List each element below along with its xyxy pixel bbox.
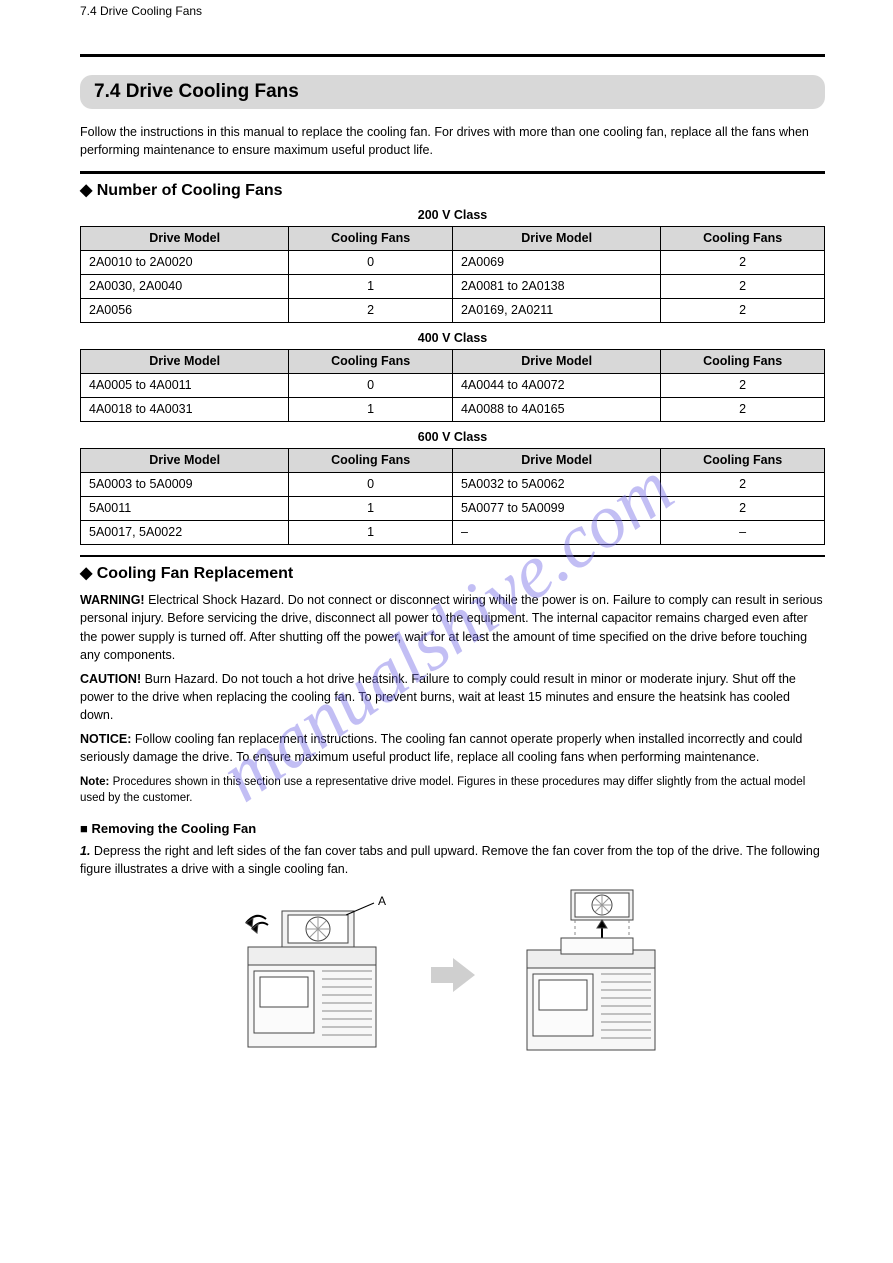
cell: 2 xyxy=(661,298,825,322)
warning-text: Electrical Shock Hazard. Do not connect … xyxy=(80,593,823,661)
caution-text: Burn Hazard. Do not touch a hot drive he… xyxy=(80,672,796,722)
cell: 2 xyxy=(661,496,825,520)
cell: 5A0077 to 5A0099 xyxy=(452,496,660,520)
cell: 0 xyxy=(289,472,453,496)
cell: 1 xyxy=(289,496,453,520)
cell: 4A0005 to 4A0011 xyxy=(81,373,289,397)
col-header: Cooling Fans xyxy=(289,226,453,250)
table-caption: 200 V Class xyxy=(80,208,825,222)
breadcrumb: 7.4 Drive Cooling Fans xyxy=(80,4,825,18)
table-row: 2A0030, 2A004012A0081 to 2A01382 xyxy=(81,274,825,298)
cell: 2 xyxy=(661,373,825,397)
cell: 1 xyxy=(289,520,453,544)
table-row: 5A0003 to 5A000905A0032 to 5A00622 xyxy=(81,472,825,496)
cell: 5A0032 to 5A0062 xyxy=(452,472,660,496)
notice-label: NOTICE: xyxy=(80,732,131,746)
cell: 2A0069 xyxy=(452,250,660,274)
table-row: 5A001115A0077 to 5A00992 xyxy=(81,496,825,520)
cell: 4A0088 to 4A0165 xyxy=(452,397,660,421)
warning-label: WARNING! xyxy=(80,593,145,607)
intro-text: Follow the instructions in this manual t… xyxy=(80,123,825,159)
step-number: 1. xyxy=(80,844,90,858)
col-header: Cooling Fans xyxy=(289,349,453,373)
col-header: Drive Model xyxy=(81,448,289,472)
note-block: Note: Procedures shown in this section u… xyxy=(80,774,825,806)
section-rule xyxy=(80,171,825,174)
cell: 2A0030, 2A0040 xyxy=(81,274,289,298)
cell: – xyxy=(452,520,660,544)
replacement-heading: ◆ Cooling Fan Replacement xyxy=(80,563,825,583)
table-row: 2A0010 to 2A002002A00692 xyxy=(81,250,825,274)
notice-text: Follow cooling fan replacement instructi… xyxy=(80,732,802,764)
cell: 5A0003 to 5A0009 xyxy=(81,472,289,496)
table-row: 5A0017, 5A00221–– xyxy=(81,520,825,544)
drive-right-illustration xyxy=(505,888,680,1063)
cell: 4A0044 to 4A0072 xyxy=(452,373,660,397)
caution-block: CAUTION! Burn Hazard. Do not touch a hot… xyxy=(80,670,825,724)
figure-label-a: A xyxy=(378,894,386,908)
cell: – xyxy=(661,520,825,544)
cell: 2 xyxy=(661,274,825,298)
cell: 2 xyxy=(289,298,453,322)
cell: 4A0018 to 4A0031 xyxy=(81,397,289,421)
cell: 2 xyxy=(661,472,825,496)
cell: 2A0010 to 2A0020 xyxy=(81,250,289,274)
caution-label: CAUTION! xyxy=(80,672,141,686)
table-row: 2A005622A0169, 2A02112 xyxy=(81,298,825,322)
cell: 2 xyxy=(661,250,825,274)
col-header: Cooling Fans xyxy=(289,448,453,472)
table-caption: 600 V Class xyxy=(80,430,825,444)
note-label: Note: xyxy=(80,776,109,788)
table-400v: Drive Model Cooling Fans Drive Model Coo… xyxy=(80,349,825,422)
cell: 2 xyxy=(661,397,825,421)
col-header: Drive Model xyxy=(81,226,289,250)
col-header: Drive Model xyxy=(452,226,660,250)
cell: 5A0011 xyxy=(81,496,289,520)
section-heading: ◆ Number of Cooling Fans xyxy=(80,180,825,200)
col-header: Cooling Fans xyxy=(661,226,825,250)
table-200v: Drive Model Cooling Fans Drive Model Coo… xyxy=(80,226,825,323)
step-heading: ■ Removing the Cooling Fan xyxy=(80,821,825,836)
col-header: Cooling Fans xyxy=(661,349,825,373)
table-600v: Drive Model Cooling Fans Drive Model Coo… xyxy=(80,448,825,545)
page-title: 7.4 Drive Cooling Fans xyxy=(80,75,825,109)
col-header: Drive Model xyxy=(452,448,660,472)
table-row: 4A0018 to 4A003114A0088 to 4A01652 xyxy=(81,397,825,421)
step-1: 1. Depress the right and left sides of t… xyxy=(80,842,825,878)
cell: 2A0056 xyxy=(81,298,289,322)
cell: 1 xyxy=(289,274,453,298)
step-heading-text: Removing the Cooling Fan xyxy=(91,821,256,836)
warning-block: WARNING! Electrical Shock Hazard. Do not… xyxy=(80,591,825,664)
cell: 0 xyxy=(289,373,453,397)
replacement-heading-text: Cooling Fan Replacement xyxy=(97,565,293,582)
figure: A xyxy=(80,888,825,1063)
cell: 0 xyxy=(289,250,453,274)
cell: 5A0017, 5A0022 xyxy=(81,520,289,544)
section-rule xyxy=(80,555,825,558)
drive-left-illustration: A xyxy=(226,893,401,1058)
table-row: 4A0005 to 4A001104A0044 to 4A00722 xyxy=(81,373,825,397)
cell: 2A0081 to 2A0138 xyxy=(452,274,660,298)
col-header: Drive Model xyxy=(81,349,289,373)
arrow-right-icon xyxy=(431,955,475,995)
step-text: Depress the right and left sides of the … xyxy=(80,844,820,876)
cell: 2A0169, 2A0211 xyxy=(452,298,660,322)
table-caption: 400 V Class xyxy=(80,331,825,345)
col-header: Drive Model xyxy=(452,349,660,373)
page-root: 7.4 Drive Cooling Fans 7.4 Drive Cooling… xyxy=(0,0,893,1263)
cell: 1 xyxy=(289,397,453,421)
top-rule xyxy=(80,54,825,57)
note-text: Procedures shown in this section use a r… xyxy=(80,776,805,804)
section-heading-text: Number of Cooling Fans xyxy=(97,182,283,199)
col-header: Cooling Fans xyxy=(661,448,825,472)
notice-block: NOTICE: Follow cooling fan replacement i… xyxy=(80,730,825,766)
